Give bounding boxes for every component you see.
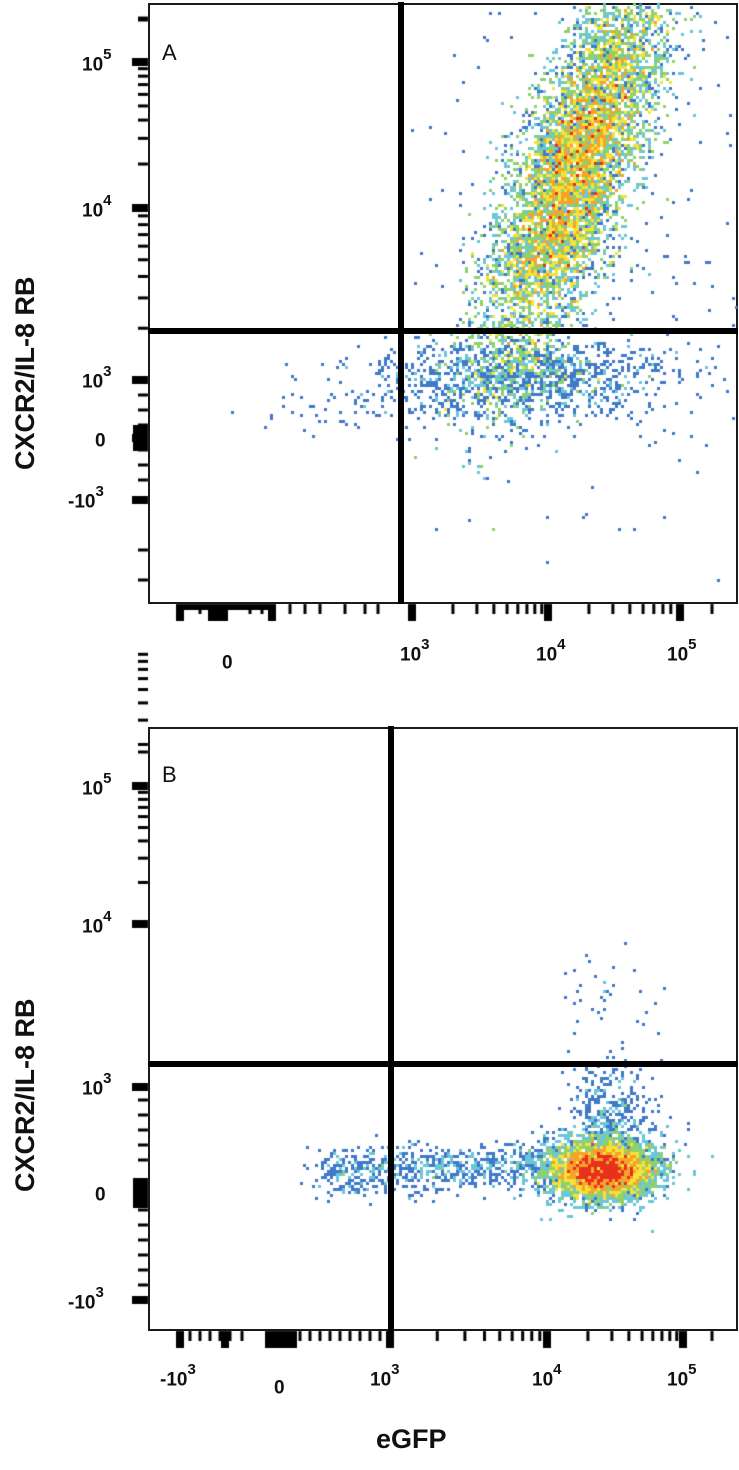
xtick-b-4: 105 bbox=[667, 1361, 697, 1391]
xtick-b-0: -103 bbox=[160, 1361, 196, 1391]
panel-letter-b: B bbox=[162, 762, 177, 787]
ytick-b-2: 103 bbox=[82, 1070, 112, 1100]
ytick-b-3: 0 bbox=[95, 1184, 106, 1206]
ytick-b-0: 105 bbox=[82, 770, 112, 800]
xtick-b-3: 104 bbox=[532, 1361, 562, 1391]
ytick-b-1: 104 bbox=[82, 908, 112, 938]
y-axis-label-b: CXCR2/IL-8 RB bbox=[10, 998, 40, 1192]
xtick-b-2: 103 bbox=[370, 1361, 400, 1391]
x-axis-label: eGFP bbox=[376, 1424, 447, 1454]
quadrant-gate-vertical-b[interactable] bbox=[388, 726, 394, 1332]
xtick-b-1: 0 bbox=[274, 1377, 285, 1399]
ytick-b-4: -103 bbox=[68, 1284, 104, 1314]
quadrant-gate-horizontal-b[interactable] bbox=[148, 1061, 738, 1067]
